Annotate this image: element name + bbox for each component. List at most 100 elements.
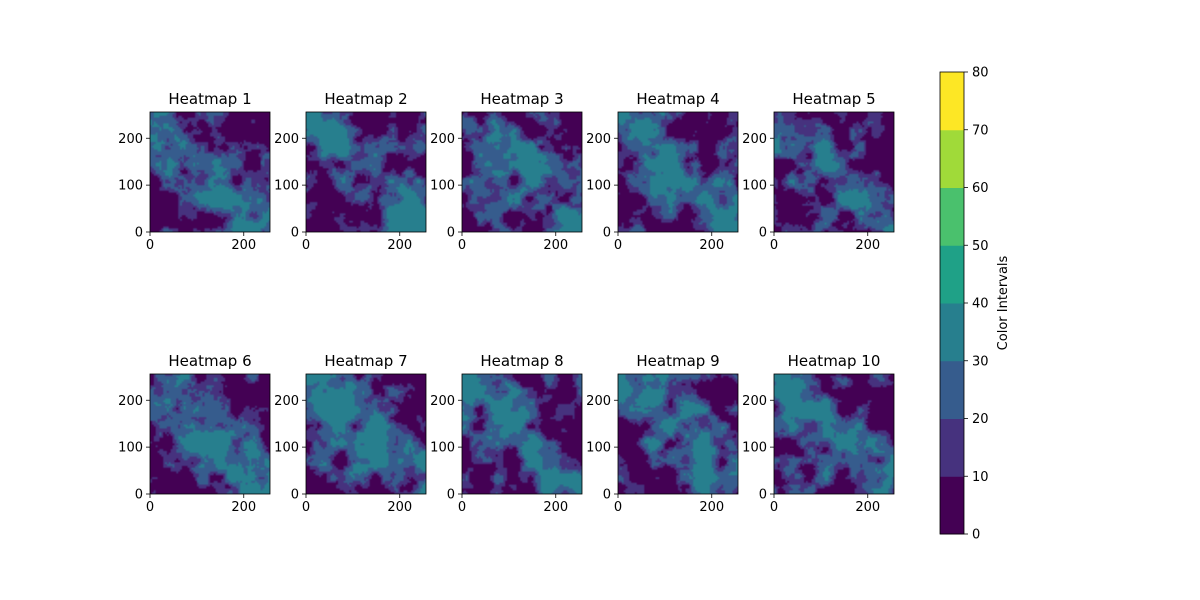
axes-frame bbox=[305, 111, 427, 233]
y-tick-label: 0 bbox=[135, 226, 143, 241]
x-tick-label: 0 bbox=[458, 238, 466, 253]
colorbar-tick-label: 20 bbox=[972, 412, 989, 427]
heatmap-panel: Heatmap 2 0 200 0 100 200 bbox=[274, 90, 427, 253]
y-tick-label: 200 bbox=[274, 132, 299, 147]
x-tick-label: 200 bbox=[855, 500, 880, 515]
panel-title: Heatmap 7 bbox=[324, 352, 407, 370]
axes-frame bbox=[773, 373, 895, 495]
heatmap-panel: Heatmap 6 0 200 0 100 200 bbox=[118, 352, 271, 515]
y-tick-label: 0 bbox=[603, 488, 611, 503]
axes-frame bbox=[461, 111, 583, 233]
panel-title: Heatmap 9 bbox=[636, 352, 719, 370]
y-tick-label: 100 bbox=[430, 179, 455, 194]
panel-title: Heatmap 6 bbox=[168, 352, 251, 370]
heatmap-image bbox=[618, 374, 738, 494]
x-tick-label: 0 bbox=[146, 500, 154, 515]
y-tick-label: 200 bbox=[742, 394, 767, 409]
y-tick-label: 100 bbox=[586, 441, 611, 456]
axes-frame bbox=[305, 373, 427, 495]
x-tick-label: 200 bbox=[387, 238, 412, 253]
y-tick-label: 0 bbox=[759, 226, 767, 241]
y-tick-label: 200 bbox=[742, 132, 767, 147]
colorbar-segment bbox=[940, 418, 964, 477]
y-tick-label: 200 bbox=[430, 132, 455, 147]
x-tick-label: 0 bbox=[770, 500, 778, 515]
colorbar-tick-label: 60 bbox=[972, 181, 989, 196]
heatmap-panel: Heatmap 8 0 200 0 100 200 bbox=[430, 352, 583, 515]
panel-title: Heatmap 2 bbox=[324, 90, 407, 108]
panel-title: Heatmap 3 bbox=[480, 90, 563, 108]
x-tick-label: 0 bbox=[302, 238, 310, 253]
x-tick-label: 200 bbox=[699, 500, 724, 515]
axes-frame bbox=[617, 111, 739, 233]
colorbar-segment bbox=[940, 303, 964, 362]
y-tick-label: 100 bbox=[274, 441, 299, 456]
y-tick-label: 100 bbox=[586, 179, 611, 194]
panel-title: Heatmap 10 bbox=[788, 352, 881, 370]
panel-title: Heatmap 5 bbox=[792, 90, 875, 108]
y-tick-label: 0 bbox=[603, 226, 611, 241]
heatmap-image bbox=[306, 112, 426, 232]
x-tick-label: 0 bbox=[770, 238, 778, 253]
heatmap-image bbox=[618, 112, 738, 232]
y-tick-label: 100 bbox=[118, 441, 143, 456]
heatmap-image bbox=[306, 374, 426, 494]
x-tick-label: 0 bbox=[458, 500, 466, 515]
axes-frame bbox=[149, 111, 271, 233]
axes-frame bbox=[617, 373, 739, 495]
colorbar-segment bbox=[940, 360, 964, 419]
heatmap-panel: Heatmap 9 0 200 0 100 200 bbox=[586, 352, 739, 515]
heatmap-panel: Heatmap 7 0 200 0 100 200 bbox=[274, 352, 427, 515]
heatmap-image bbox=[150, 374, 270, 494]
panel-title: Heatmap 1 bbox=[168, 90, 251, 108]
y-tick-label: 200 bbox=[430, 394, 455, 409]
y-tick-label: 100 bbox=[742, 179, 767, 194]
colorbar-label: Color Intervals bbox=[996, 255, 1011, 350]
x-tick-label: 200 bbox=[543, 500, 568, 515]
colorbar-tick-label: 10 bbox=[972, 470, 989, 485]
colorbar-tick-label: 80 bbox=[972, 66, 989, 81]
y-tick-label: 200 bbox=[118, 132, 143, 147]
y-tick-label: 100 bbox=[274, 179, 299, 194]
colorbar-segment bbox=[940, 187, 964, 246]
heatmap-panel: Heatmap 5 0 200 0 100 200 bbox=[742, 90, 895, 253]
heatmap-panel: Heatmap 4 0 200 0 100 200 bbox=[586, 90, 739, 253]
heatmap-image bbox=[462, 374, 582, 494]
colorbar-tick-label: 30 bbox=[972, 354, 989, 369]
axes-frame bbox=[461, 373, 583, 495]
y-tick-label: 0 bbox=[135, 488, 143, 503]
colorbar-segment bbox=[940, 72, 964, 131]
colorbar-tick-label: 0 bbox=[972, 528, 980, 543]
x-tick-label: 0 bbox=[302, 500, 310, 515]
x-tick-label: 200 bbox=[387, 500, 412, 515]
heatmap-panel: Heatmap 1 0 200 0 100 200 bbox=[118, 90, 271, 253]
y-tick-label: 200 bbox=[586, 394, 611, 409]
x-tick-label: 200 bbox=[699, 238, 724, 253]
y-tick-label: 0 bbox=[759, 488, 767, 503]
heatmap-image bbox=[774, 374, 894, 494]
colorbar-segment bbox=[940, 129, 964, 188]
y-tick-label: 0 bbox=[447, 226, 455, 241]
y-tick-label: 200 bbox=[274, 394, 299, 409]
colorbar-tick-label: 50 bbox=[972, 239, 989, 254]
y-tick-label: 100 bbox=[118, 179, 143, 194]
heatmap-image bbox=[150, 112, 270, 232]
y-tick-label: 100 bbox=[742, 441, 767, 456]
axes-frame bbox=[149, 373, 271, 495]
y-tick-label: 200 bbox=[118, 394, 143, 409]
heatmap-panel: Heatmap 3 0 200 0 100 200 bbox=[430, 90, 583, 253]
x-tick-label: 200 bbox=[231, 238, 256, 253]
panel-title: Heatmap 4 bbox=[636, 90, 719, 108]
x-tick-label: 200 bbox=[231, 500, 256, 515]
heatmap-panel: Heatmap 10 0 200 0 100 200 bbox=[742, 352, 895, 515]
x-tick-label: 0 bbox=[614, 238, 622, 253]
y-tick-label: 0 bbox=[291, 488, 299, 503]
x-tick-label: 0 bbox=[614, 500, 622, 515]
colorbar-segment bbox=[940, 245, 964, 304]
y-tick-label: 0 bbox=[291, 226, 299, 241]
axes-frame bbox=[773, 111, 895, 233]
x-tick-label: 200 bbox=[543, 238, 568, 253]
heatmap-image bbox=[774, 112, 894, 232]
